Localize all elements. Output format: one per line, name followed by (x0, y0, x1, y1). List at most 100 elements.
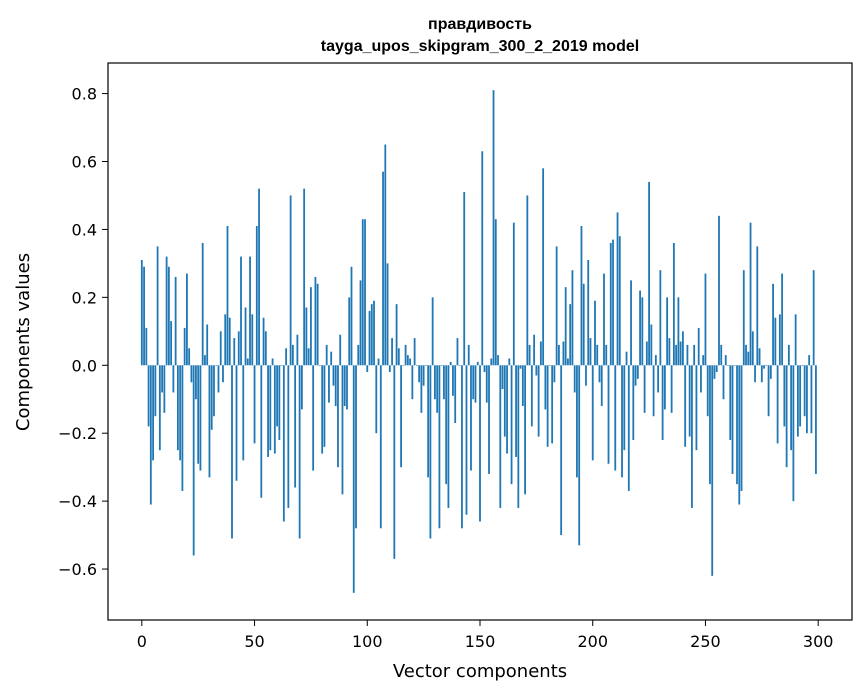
y-tick-label: 0.0 (72, 356, 97, 375)
bar-5 (152, 365, 154, 461)
bar-28 (204, 355, 206, 366)
bar-194 (578, 365, 581, 546)
bar-299 (815, 365, 817, 474)
bar-188 (564, 287, 567, 366)
bar-130 (434, 365, 436, 400)
bar-1 (143, 266, 145, 366)
bar-102 (370, 304, 373, 366)
bar-254 (713, 365, 716, 379)
bar-145 (467, 344, 470, 366)
bar-211 (616, 212, 619, 366)
bar-61 (278, 365, 281, 440)
bar-252 (709, 365, 711, 485)
bar-98 (361, 219, 364, 366)
bar-253 (711, 365, 714, 576)
bar-138 (452, 365, 454, 396)
bar-148 (474, 365, 477, 403)
bar-175 (535, 365, 538, 376)
y-tick-label: −0.2 (58, 424, 97, 443)
bar-21 (188, 348, 191, 366)
bar-290 (794, 314, 797, 366)
bar-278 (767, 365, 770, 417)
bar-92 (348, 297, 351, 366)
bar-59 (273, 365, 276, 454)
bar-91 (346, 365, 348, 410)
bar-124 (420, 365, 423, 413)
bar-214 (623, 365, 626, 451)
bar-79 (319, 365, 321, 366)
bar-174 (533, 334, 536, 366)
bar-137 (449, 361, 452, 366)
bar-289 (792, 365, 795, 502)
bar-86 (334, 365, 337, 407)
bar-255 (715, 365, 718, 373)
bar-208 (609, 243, 612, 366)
bar-152 (483, 365, 486, 373)
bar-123 (418, 365, 421, 383)
bar-84 (330, 351, 333, 366)
bar-125 (422, 365, 425, 386)
bar-83 (328, 365, 330, 403)
bar-95 (355, 365, 357, 529)
bar-154 (488, 365, 490, 474)
bar-118 (406, 355, 409, 366)
bar-200 (591, 365, 594, 461)
bar-215 (625, 351, 628, 366)
y-tick-label: 0.2 (72, 288, 97, 307)
bar-47 (246, 358, 249, 366)
bar-65 (287, 365, 290, 508)
bar-97 (359, 280, 362, 366)
bar-219 (634, 365, 637, 386)
y-axis-ticks: −0.6 −0.4 −0.2 0.0 0.2 0.4 0.6 0.8 (58, 85, 108, 579)
bar-76 (312, 365, 315, 471)
chart-title-line-2: tayga_upos_skipgram_300_2_2019 model (321, 38, 639, 55)
bar-107 (382, 171, 384, 366)
bar-46 (244, 307, 247, 366)
bar-71 (300, 365, 303, 410)
bar-26 (199, 365, 202, 471)
bar-129 (431, 297, 434, 366)
bar-110 (388, 365, 391, 373)
bar-133 (440, 365, 443, 366)
bar-264 (736, 365, 738, 485)
bar-99 (364, 219, 366, 366)
bar-180 (546, 365, 549, 447)
bar-77 (314, 276, 317, 366)
bar-286 (785, 365, 788, 468)
bar-103 (373, 300, 375, 366)
bar-217 (630, 280, 632, 366)
bar-297 (810, 365, 813, 434)
bar-105 (377, 358, 380, 366)
bar-119 (409, 358, 412, 366)
bar-27 (201, 243, 204, 366)
bar-218 (632, 365, 635, 440)
bar-227 (652, 365, 655, 417)
x-tick-label: 150 (465, 632, 496, 651)
bar-23 (192, 365, 195, 556)
bar-193 (576, 365, 578, 478)
bar-206 (605, 344, 608, 366)
bar-49 (251, 314, 254, 366)
bar-13 (170, 321, 173, 366)
bar-18 (181, 365, 184, 491)
bar-63 (282, 365, 285, 522)
x-tick-label: 250 (690, 632, 721, 651)
bar-115 (400, 365, 402, 468)
bar-267 (742, 270, 745, 366)
bar-182 (551, 365, 554, 444)
bar-228 (654, 355, 657, 366)
bar-141 (458, 365, 461, 366)
bar-109 (386, 263, 389, 366)
bar-235 (670, 365, 673, 413)
bar-210 (614, 365, 617, 471)
bar-161 (503, 365, 506, 437)
bar-196 (582, 283, 585, 366)
x-tick-label: 300 (803, 632, 834, 651)
bar-212 (618, 236, 621, 366)
bar-3 (147, 365, 150, 427)
bar-293 (801, 365, 804, 366)
bar-245 (693, 344, 696, 366)
bar-52 (258, 188, 260, 366)
bar-120 (411, 365, 414, 400)
